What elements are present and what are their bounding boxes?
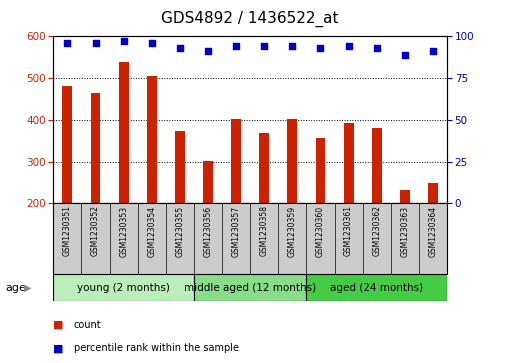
Point xyxy=(91,40,100,46)
Text: GSM1230352: GSM1230352 xyxy=(91,205,100,256)
Bar xyxy=(194,274,306,301)
Text: GSM1230355: GSM1230355 xyxy=(175,205,184,257)
Point xyxy=(148,40,156,46)
Bar xyxy=(231,119,241,203)
Text: ■: ■ xyxy=(53,320,64,330)
Bar xyxy=(306,274,447,301)
Bar xyxy=(203,161,213,203)
Point xyxy=(119,38,128,44)
Point xyxy=(316,45,325,51)
Text: GSM1230356: GSM1230356 xyxy=(204,205,212,257)
Bar xyxy=(90,93,101,203)
Point xyxy=(176,45,184,51)
Point xyxy=(429,48,437,54)
Text: GDS4892 / 1436522_at: GDS4892 / 1436522_at xyxy=(162,11,339,27)
Text: GSM1230359: GSM1230359 xyxy=(288,205,297,257)
Text: GSM1230357: GSM1230357 xyxy=(232,205,241,257)
Point xyxy=(373,45,381,51)
Text: GSM1230361: GSM1230361 xyxy=(344,205,353,256)
Point xyxy=(289,44,297,49)
Text: GSM1230362: GSM1230362 xyxy=(372,205,381,256)
Bar xyxy=(288,119,297,203)
Point xyxy=(64,40,72,46)
Point xyxy=(260,44,268,49)
Bar xyxy=(62,86,72,203)
Bar xyxy=(147,76,156,203)
Bar xyxy=(119,62,129,203)
Text: GSM1230351: GSM1230351 xyxy=(63,205,72,256)
Text: count: count xyxy=(74,320,101,330)
Text: ■: ■ xyxy=(53,343,64,354)
Point xyxy=(344,44,353,49)
Bar xyxy=(344,123,354,203)
Text: young (2 months): young (2 months) xyxy=(77,283,170,293)
Bar xyxy=(53,274,194,301)
Point xyxy=(232,44,240,49)
Bar xyxy=(315,138,326,203)
Bar xyxy=(372,128,382,203)
Text: GSM1230363: GSM1230363 xyxy=(400,205,409,257)
Text: GSM1230353: GSM1230353 xyxy=(119,205,128,257)
Text: GSM1230364: GSM1230364 xyxy=(428,205,437,257)
Text: GSM1230354: GSM1230354 xyxy=(147,205,156,257)
Bar xyxy=(400,189,410,203)
Text: GSM1230360: GSM1230360 xyxy=(316,205,325,257)
Text: ▶: ▶ xyxy=(24,283,32,293)
Text: middle aged (12 months): middle aged (12 months) xyxy=(184,283,316,293)
Bar xyxy=(428,183,438,203)
Point xyxy=(204,48,212,54)
Text: age: age xyxy=(5,283,26,293)
Bar xyxy=(259,133,269,203)
Text: aged (24 months): aged (24 months) xyxy=(330,283,423,293)
Bar xyxy=(175,131,185,203)
Text: percentile rank within the sample: percentile rank within the sample xyxy=(74,343,239,354)
Point xyxy=(401,52,409,58)
Text: GSM1230358: GSM1230358 xyxy=(260,205,269,256)
